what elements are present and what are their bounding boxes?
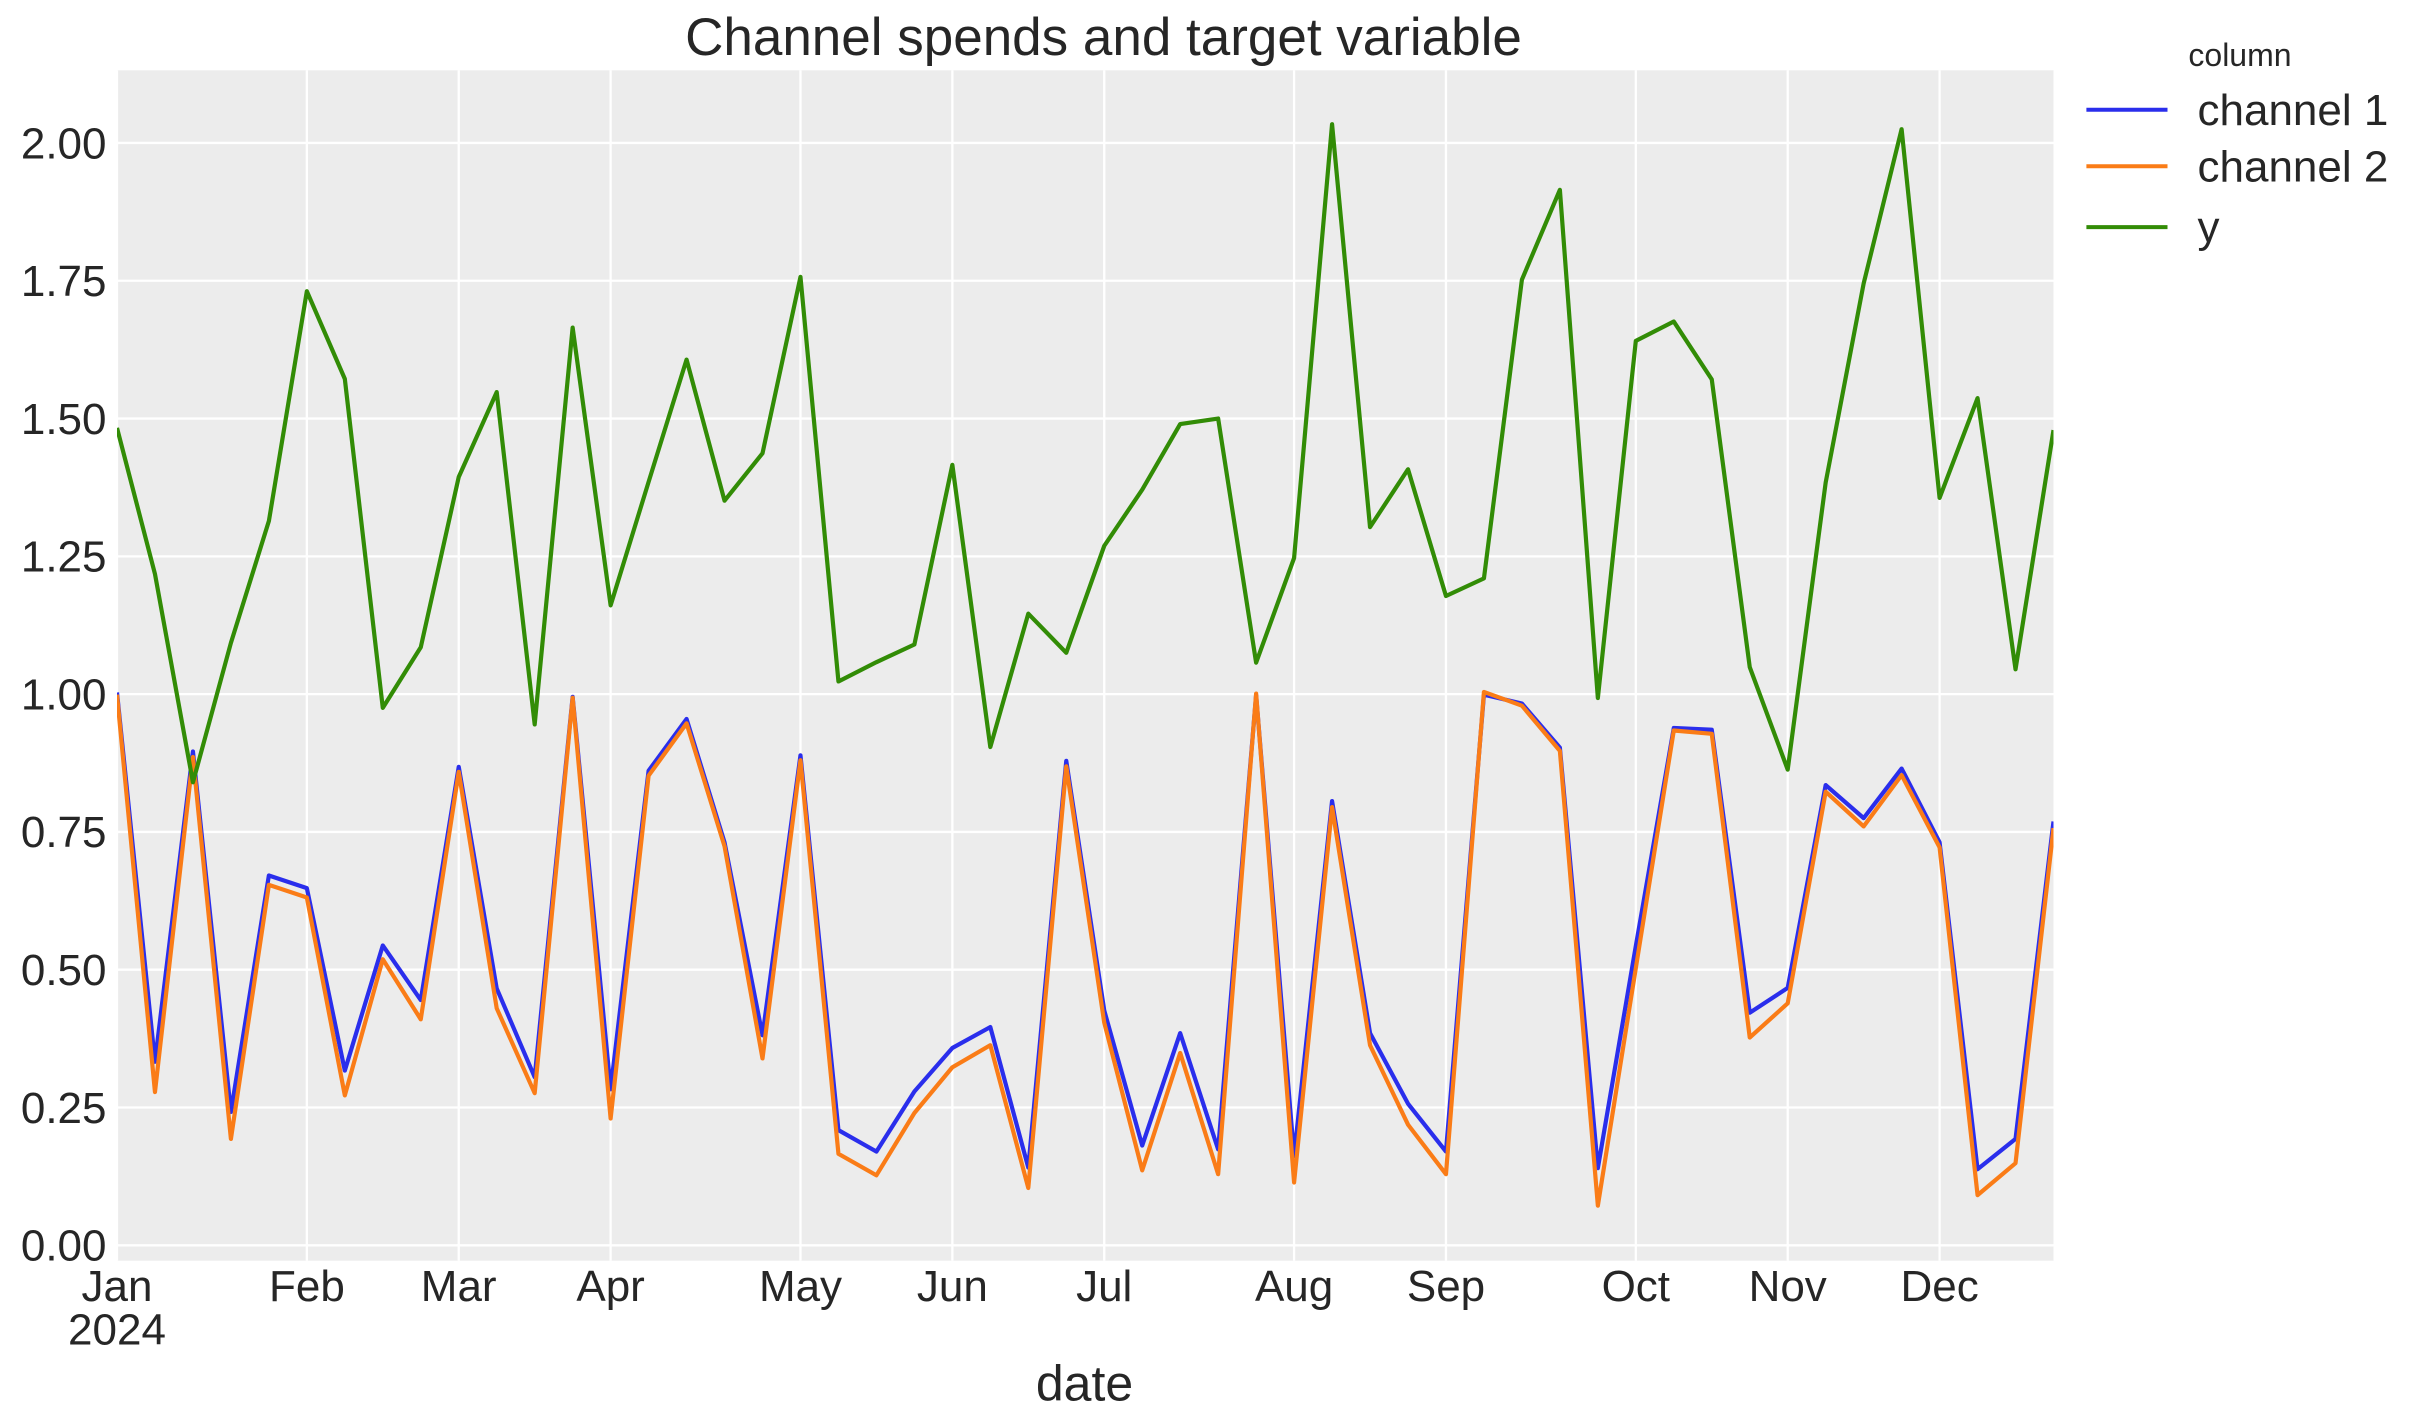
- svg-text:1.75: 1.75: [21, 257, 107, 306]
- svg-text:Apr: Apr: [576, 1262, 644, 1311]
- svg-text:Dec: Dec: [1900, 1262, 1978, 1311]
- svg-text:1.25: 1.25: [21, 533, 107, 582]
- svg-text:1.50: 1.50: [21, 395, 107, 444]
- svg-text:2.00: 2.00: [21, 119, 107, 168]
- svg-text:1.00: 1.00: [21, 670, 107, 719]
- svg-text:Aug: Aug: [1255, 1262, 1333, 1311]
- svg-text:May: May: [759, 1262, 842, 1311]
- svg-text:Sep: Sep: [1407, 1262, 1485, 1311]
- svg-text:Channel spends and target vari: Channel spends and target variable: [685, 8, 1522, 67]
- svg-text:0.50: 0.50: [21, 946, 107, 995]
- svg-text:date: date: [1036, 1356, 1133, 1412]
- svg-text:2024: 2024: [68, 1306, 166, 1355]
- svg-text:Jan: Jan: [82, 1262, 153, 1311]
- svg-text:y: y: [2198, 203, 2220, 252]
- svg-text:Jul: Jul: [1076, 1262, 1132, 1311]
- svg-text:Oct: Oct: [1602, 1262, 1670, 1311]
- svg-text:channel 1: channel 1: [2198, 86, 2389, 135]
- svg-text:0.75: 0.75: [21, 808, 107, 857]
- svg-text:Nov: Nov: [1749, 1262, 1827, 1311]
- svg-text:Jun: Jun: [917, 1262, 988, 1311]
- svg-text:channel 2: channel 2: [2198, 142, 2389, 191]
- svg-text:column: column: [2188, 37, 2291, 73]
- svg-text:Mar: Mar: [421, 1262, 497, 1311]
- svg-text:0.00: 0.00: [21, 1222, 107, 1271]
- svg-text:Feb: Feb: [269, 1262, 345, 1311]
- svg-text:0.25: 0.25: [21, 1084, 107, 1133]
